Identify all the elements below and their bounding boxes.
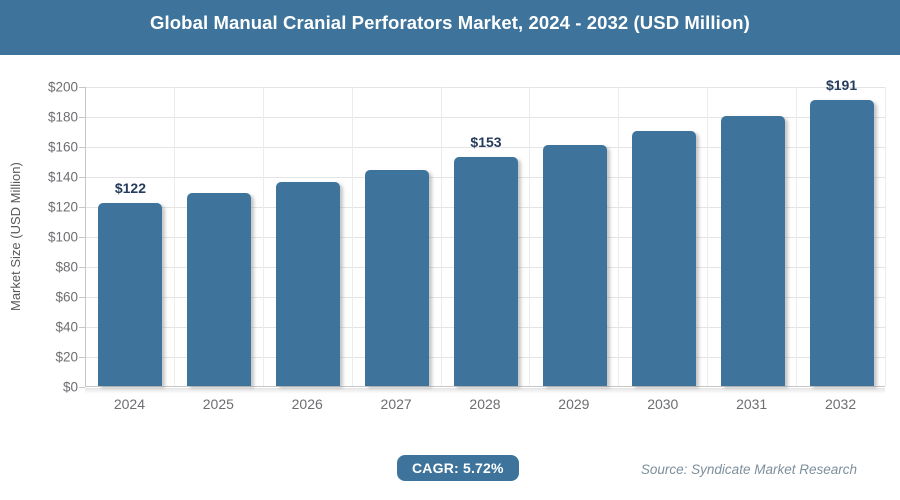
bar-2028 xyxy=(454,156,518,386)
y-tick-mark xyxy=(79,207,85,208)
gridline-horizontal xyxy=(86,87,885,88)
y-tick-label: $20 xyxy=(55,349,78,365)
y-tick-mark xyxy=(79,87,85,88)
bar-2032 xyxy=(809,99,874,386)
source-text: Source: Syndicate Market Research xyxy=(640,462,857,477)
plot-area: $122 $153 $191 xyxy=(85,77,886,387)
y-axis-tick-labels: $0 $20 $40 $60 $80 $100 $120 $140 $160 $180 $200 xyxy=(20,80,78,395)
gridline-vertical xyxy=(529,87,531,386)
x-tick-label: 2028 xyxy=(469,396,501,412)
y-tick-label: $200 xyxy=(47,79,78,95)
gridline-horizontal xyxy=(86,117,885,118)
y-tick-label: $120 xyxy=(47,199,78,215)
y-tick-mark xyxy=(79,357,85,358)
chart-header: Global Manual Cranial Perforators Market… xyxy=(0,0,900,55)
y-tick-mark xyxy=(79,297,85,298)
bar-2025 xyxy=(187,192,252,386)
x-tick-label: 2031 xyxy=(736,396,768,412)
y-tick-label: $60 xyxy=(55,289,78,305)
gridline-vertical xyxy=(173,87,175,386)
x-axis-labels: 2024 2025 2026 2027 2028 2029 2030 2031 2032 xyxy=(85,396,885,416)
y-tick-mark xyxy=(79,147,85,148)
y-tick-mark xyxy=(79,177,85,178)
y-tick-label: $0 xyxy=(62,379,78,395)
bar-2031 xyxy=(720,116,785,386)
gridline-horizontal xyxy=(86,147,885,148)
gridline-vertical xyxy=(262,87,264,386)
x-tick-label: 2027 xyxy=(380,396,412,412)
bar-2026 xyxy=(276,182,341,386)
y-tick-mark xyxy=(79,387,85,388)
gridline-vertical xyxy=(885,87,886,386)
y-tick-label: $180 xyxy=(47,109,78,125)
y-tick-mark xyxy=(79,267,85,268)
bar-2027 xyxy=(365,170,430,386)
gridline-vertical xyxy=(618,87,620,386)
y-tick-mark xyxy=(79,117,85,118)
bar-value-label: $122 xyxy=(114,180,147,196)
x-tick-label: 2029 xyxy=(558,396,590,412)
gridline-vertical xyxy=(351,87,353,386)
cagr-badge: CAGR: 5.72% xyxy=(397,455,519,481)
x-tick-label: 2032 xyxy=(824,396,857,412)
x-tick-label: 2026 xyxy=(291,396,323,412)
chart-title: Global Manual Cranial Perforators Market… xyxy=(150,12,750,33)
y-tick-mark xyxy=(79,327,85,328)
y-tick-label: $80 xyxy=(55,259,78,275)
x-tick-label: 2025 xyxy=(202,396,234,412)
gridline-vertical xyxy=(440,87,442,386)
y-tick-mark xyxy=(79,237,85,238)
gridline-vertical xyxy=(707,87,709,386)
baseline-shadow xyxy=(85,388,885,394)
x-tick-label: 2030 xyxy=(647,396,679,412)
bar-2029 xyxy=(542,144,607,386)
y-tick-label: $100 xyxy=(47,229,78,245)
bar-2030 xyxy=(631,131,696,386)
y-tick-label: $40 xyxy=(55,319,78,335)
y-tick-label: $140 xyxy=(47,169,78,185)
x-tick-label: 2024 xyxy=(113,396,146,412)
bar-value-label: $153 xyxy=(470,133,502,150)
bar-2024 xyxy=(98,203,163,386)
y-tick-label: $160 xyxy=(47,139,78,155)
gridline-vertical xyxy=(796,87,798,386)
bar-value-label: $191 xyxy=(825,76,858,93)
